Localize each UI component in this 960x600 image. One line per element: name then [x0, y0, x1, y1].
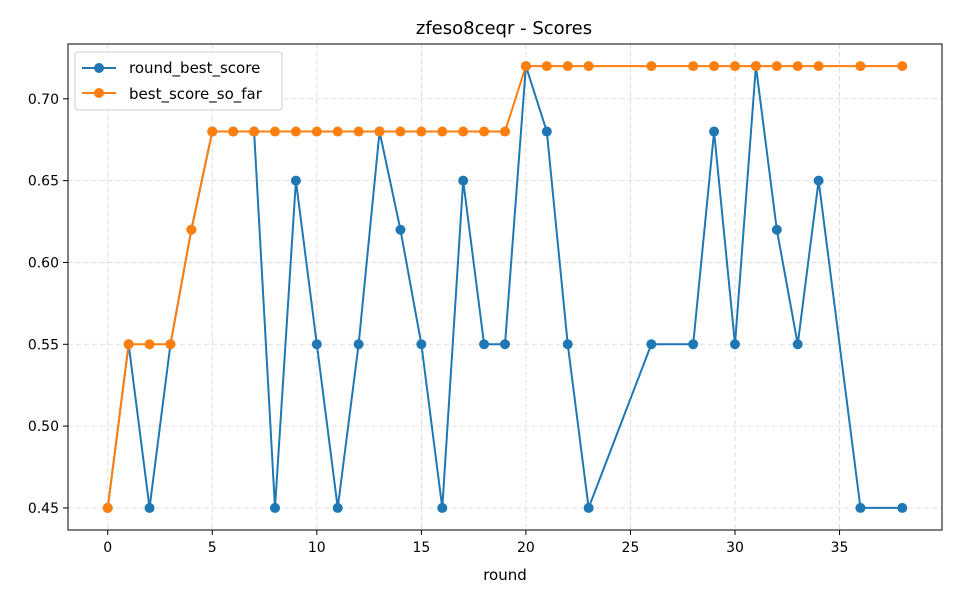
legend-marker-round-best-score	[94, 63, 104, 73]
data-point-round-best-score	[290, 175, 301, 186]
data-point-best-score-so-far	[395, 126, 406, 137]
data-point-round-best-score	[541, 126, 552, 137]
legend-label-best-score-so-far: best_score_so_far	[129, 85, 263, 104]
data-point-best-score-so-far	[771, 61, 782, 72]
data-point-round-best-score	[792, 339, 803, 350]
data-point-best-score-so-far	[165, 339, 176, 350]
data-point-best-score-so-far	[123, 339, 134, 350]
data-point-best-score-so-far	[541, 61, 552, 72]
axis-ticks: 0 5 10 15 20 25 30 35 0.45 0.50 0.55 0.60 0.65 0.70	[28, 92, 849, 556]
x-tick-label: 20	[517, 540, 535, 556]
data-point-best-score-so-far	[688, 61, 699, 72]
legend-marker-best-score-so-far	[94, 88, 104, 98]
x-axis-label: round	[483, 566, 527, 584]
data-point-round-best-score	[416, 339, 427, 350]
y-tick-label: 0.55	[28, 337, 59, 353]
data-point-best-score-so-far	[437, 126, 448, 137]
x-tick-label: 15	[412, 540, 430, 556]
x-tick-label: 30	[726, 540, 744, 556]
data-point-best-score-so-far	[855, 61, 866, 72]
plot-frame	[67, 43, 943, 531]
data-point-best-score-so-far	[144, 339, 155, 350]
data-point-best-score-so-far	[583, 61, 594, 72]
data-point-best-score-so-far	[520, 61, 531, 72]
data-point-best-score-so-far	[709, 61, 720, 72]
data-point-round-best-score	[270, 502, 280, 513]
data-point-best-score-so-far	[646, 61, 657, 72]
data-point-best-score-so-far	[416, 126, 427, 137]
chart-title: zfeso8ceqr - Scores	[416, 18, 592, 39]
legend-box	[74, 51, 283, 111]
data-point-best-score-so-far	[374, 126, 385, 137]
data-point-best-score-so-far	[479, 126, 490, 137]
data-point-best-score-so-far	[270, 126, 280, 137]
data-point-round-best-score	[332, 502, 343, 513]
data-point-best-score-so-far	[792, 61, 803, 72]
data-point-best-score-so-far	[207, 126, 218, 137]
data-point-round-best-score	[395, 224, 406, 235]
data-point-best-score-so-far	[730, 61, 740, 72]
data-point-round-best-score	[311, 339, 322, 350]
data-point-best-score-so-far	[332, 126, 343, 137]
data-point-round-best-score	[771, 224, 782, 235]
x-tick-label: 10	[308, 540, 326, 556]
data-point-best-score-so-far	[228, 126, 239, 137]
y-tick-label: 0.70	[28, 92, 59, 108]
data-point-best-score-so-far	[353, 126, 364, 137]
x-tick-label: 35	[831, 540, 849, 556]
data-point-round-best-score	[813, 175, 824, 186]
data-point-best-score-so-far	[750, 61, 761, 72]
data-point-best-score-so-far	[186, 224, 197, 235]
data-point-best-score-so-far	[458, 126, 469, 137]
y-tick-label: 0.50	[28, 419, 59, 435]
legend: round_best_score best_score_so_far	[74, 51, 283, 111]
data-point-round-best-score	[897, 502, 908, 513]
data-point-round-best-score	[730, 339, 740, 350]
data-point-round-best-score	[437, 502, 448, 513]
data-point-round-best-score	[500, 339, 510, 350]
data-point-best-score-so-far	[102, 502, 113, 513]
data-point-round-best-score	[479, 339, 490, 350]
y-tick-label: 0.65	[28, 174, 59, 190]
data-point-round-best-score	[583, 502, 594, 513]
data-point-round-best-score	[646, 339, 657, 350]
legend-label-round-best-score: round_best_score	[129, 59, 260, 78]
x-tick-label: 25	[622, 540, 640, 556]
data-point-round-best-score	[855, 502, 866, 513]
data-point-best-score-so-far	[500, 126, 510, 137]
data-point-round-best-score	[709, 126, 720, 137]
data-point-round-best-score	[562, 339, 573, 350]
data-point-best-score-so-far	[813, 61, 824, 72]
x-tick-label: 0	[103, 540, 112, 556]
y-tick-label: 0.45	[28, 501, 59, 517]
data-point-round-best-score	[688, 339, 699, 350]
data-point-best-score-so-far	[311, 126, 322, 137]
series-layer	[102, 61, 908, 513]
series-line-best-score-so-far	[106, 65, 903, 509]
data-point-round-best-score	[144, 502, 155, 513]
data-point-round-best-score	[458, 175, 469, 186]
data-point-round-best-score	[353, 339, 364, 350]
x-tick-label: 5	[208, 540, 217, 556]
y-tick-label: 0.60	[28, 255, 59, 271]
data-point-best-score-so-far	[249, 126, 260, 137]
data-point-best-score-so-far	[562, 61, 573, 72]
data-point-best-score-so-far	[897, 61, 908, 72]
data-point-best-score-so-far	[290, 126, 301, 137]
